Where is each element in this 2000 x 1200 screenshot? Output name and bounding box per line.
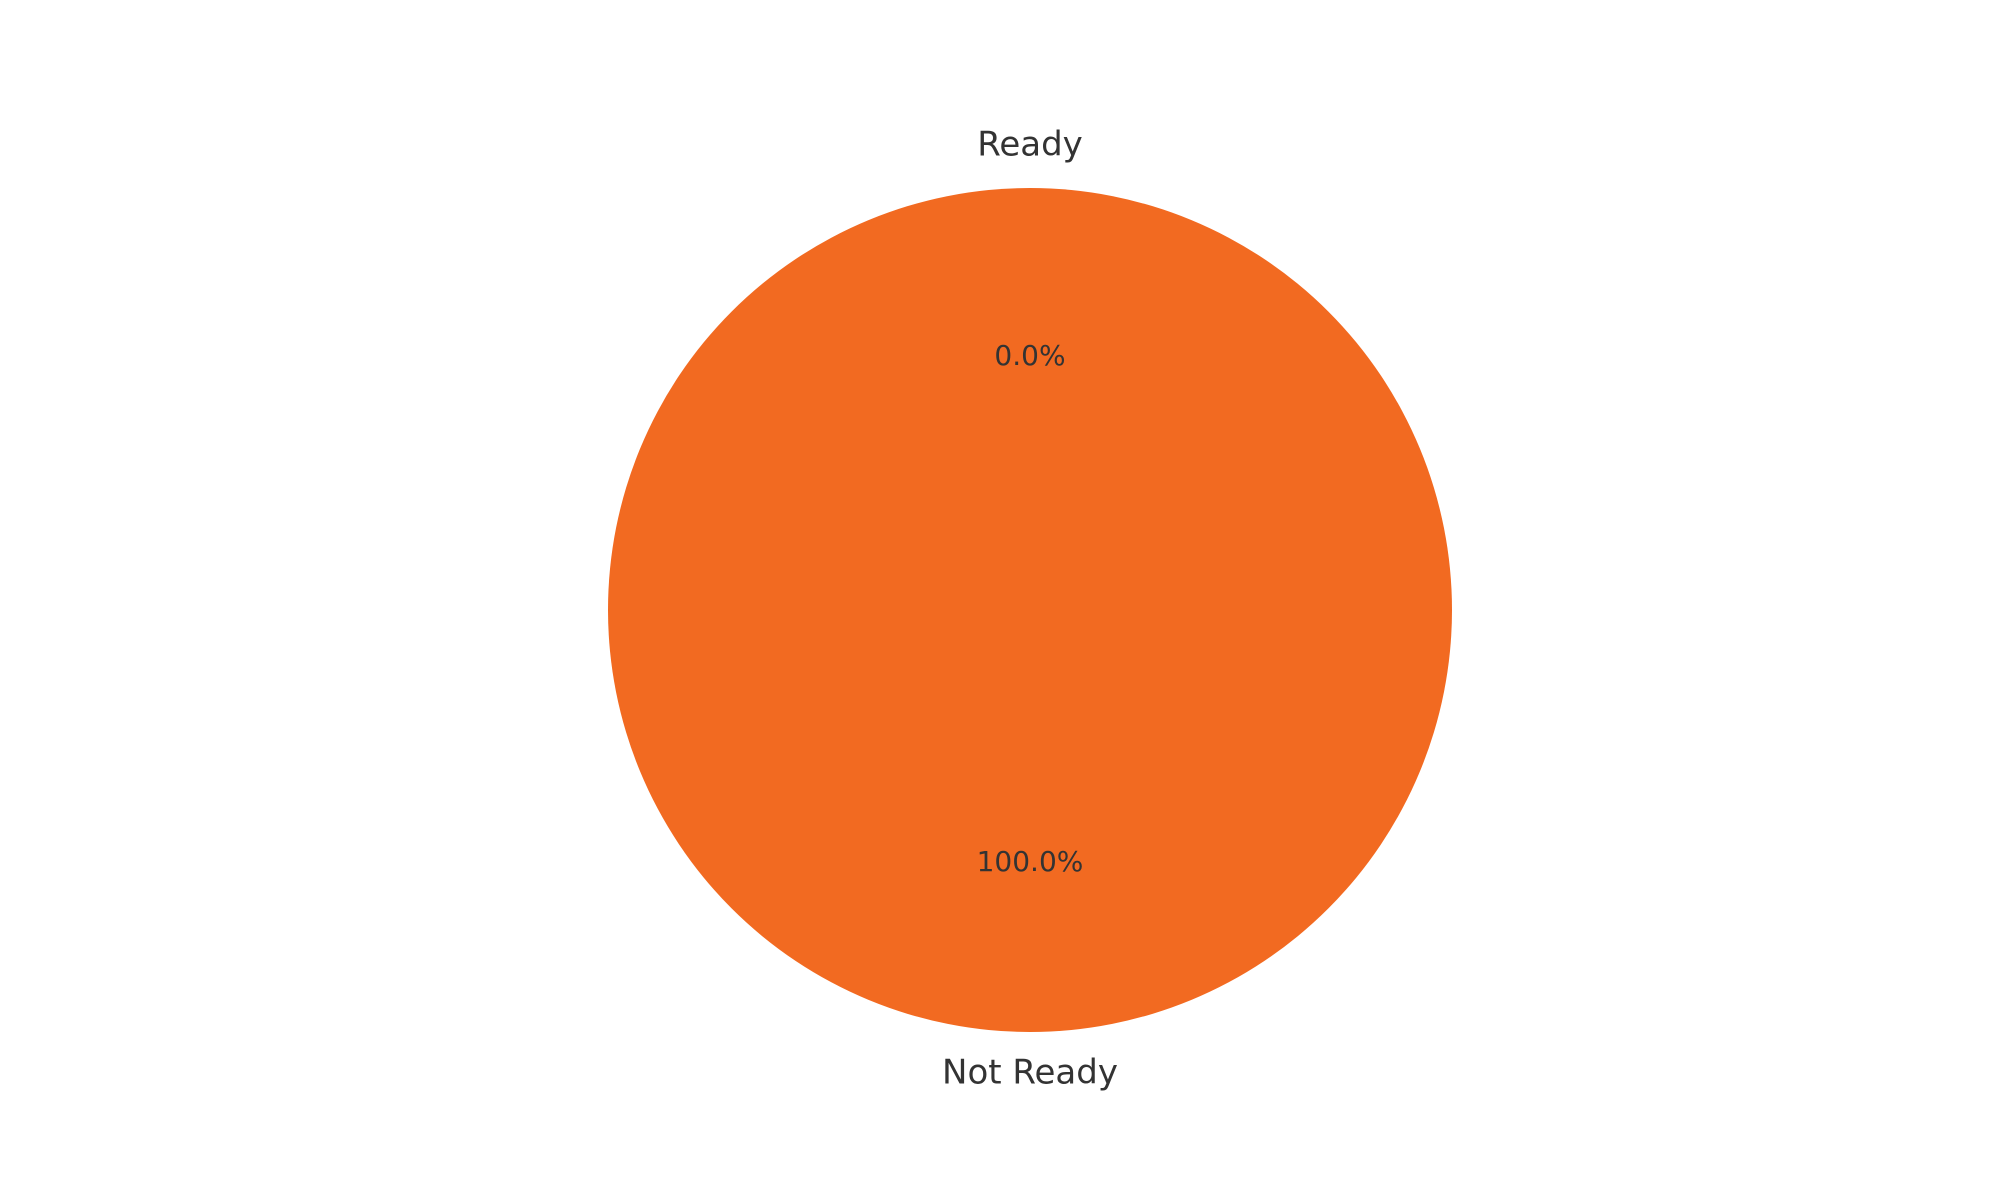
percent-label-ready: 0.0% [994,339,1065,372]
pie-labels: Ready 0.0% Not Ready 100.0% [942,124,1118,1092]
slice-label-not-ready: Not Ready [942,1053,1118,1093]
pie-slice-not-ready [608,188,1452,1032]
percent-label-not-ready: 100.0% [977,845,1084,878]
slice-label-ready: Ready [977,124,1083,164]
pie-slices [608,188,1452,1032]
